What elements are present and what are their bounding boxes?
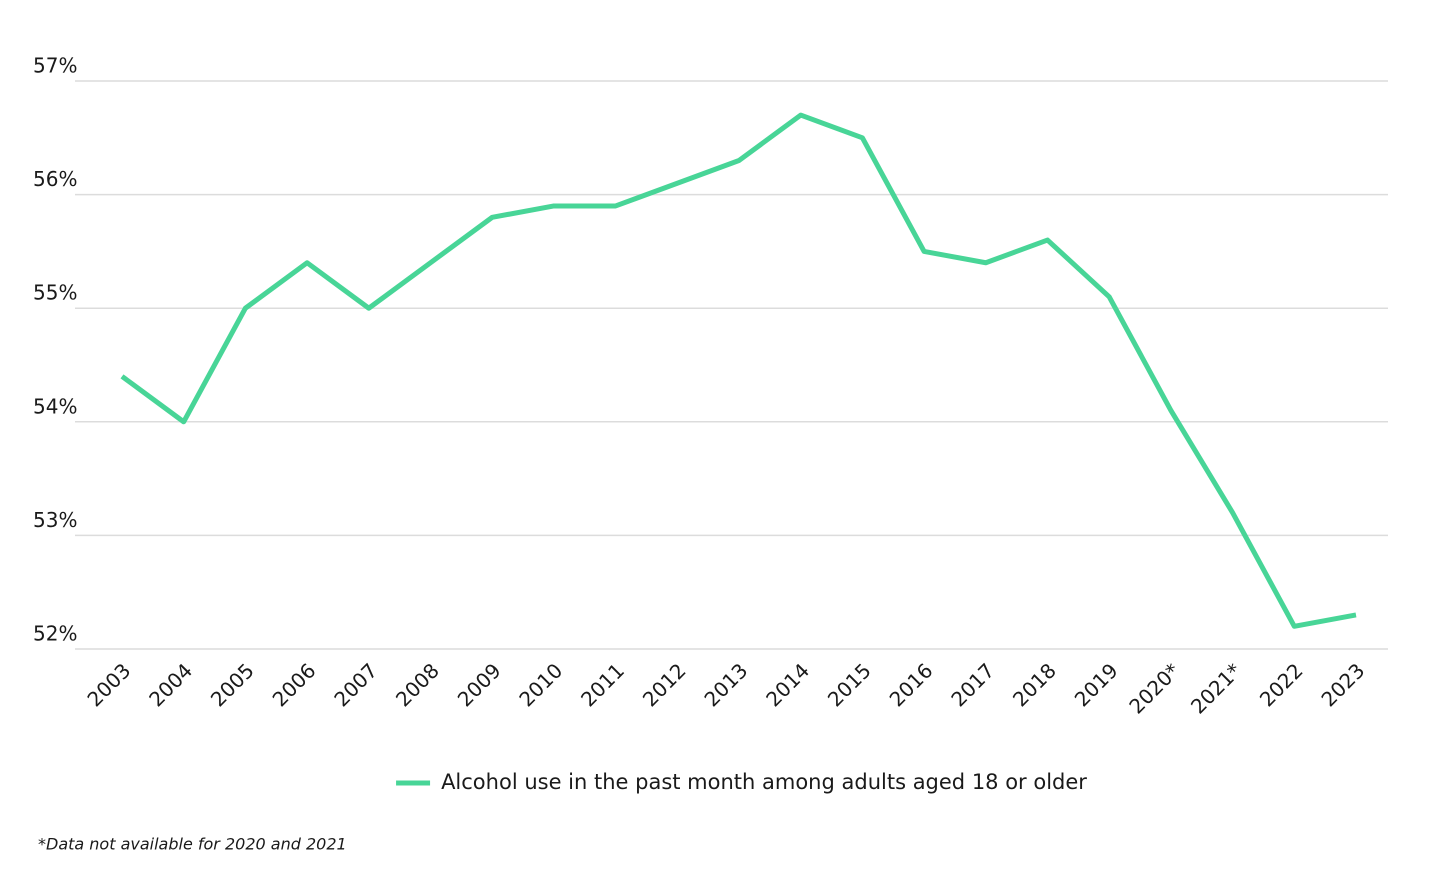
- x-tick-label: 2021*: [1186, 658, 1246, 718]
- x-tick-label: 2013: [699, 658, 752, 711]
- x-tick-label: 2003: [82, 658, 135, 711]
- y-tick-label: 54%: [33, 394, 77, 418]
- x-tick-label: 2019: [1070, 658, 1123, 711]
- y-tick-label: 53%: [33, 508, 77, 532]
- x-tick-label: 2007: [329, 658, 382, 711]
- data-line: [120, 112, 1357, 629]
- x-tick-label: 2020*: [1124, 658, 1184, 718]
- x-tick-label: 2018: [1008, 658, 1061, 711]
- y-tick-label: 57%: [33, 54, 77, 78]
- x-tick-label: 2010: [514, 658, 567, 711]
- x-tick-label: 2012: [638, 658, 691, 711]
- x-tick-label: 2022: [1255, 658, 1308, 711]
- x-tick-label: 2023: [1316, 658, 1369, 711]
- x-tick-label: 2016: [885, 658, 938, 711]
- footnote: *Data not available for 2020 and 2021: [38, 835, 347, 854]
- legend-label: Alcohol use in the past month among adul…: [441, 770, 1087, 794]
- y-tick-label: 52%: [33, 622, 77, 646]
- x-tick-label: 2011: [576, 658, 629, 711]
- x-tick-label: 2017: [946, 658, 999, 711]
- x-tick-label: 2009: [453, 658, 506, 711]
- x-tick-label: 2014: [761, 658, 814, 711]
- y-tick-label: 56%: [33, 167, 77, 191]
- x-tick-label: 2008: [391, 658, 444, 711]
- x-tick-label: 2015: [823, 658, 876, 711]
- x-tick-label: 2005: [206, 658, 259, 711]
- x-tick-label: 2006: [268, 658, 321, 711]
- y-tick-label: 55%: [33, 281, 77, 305]
- x-tick-label: 2004: [144, 658, 197, 711]
